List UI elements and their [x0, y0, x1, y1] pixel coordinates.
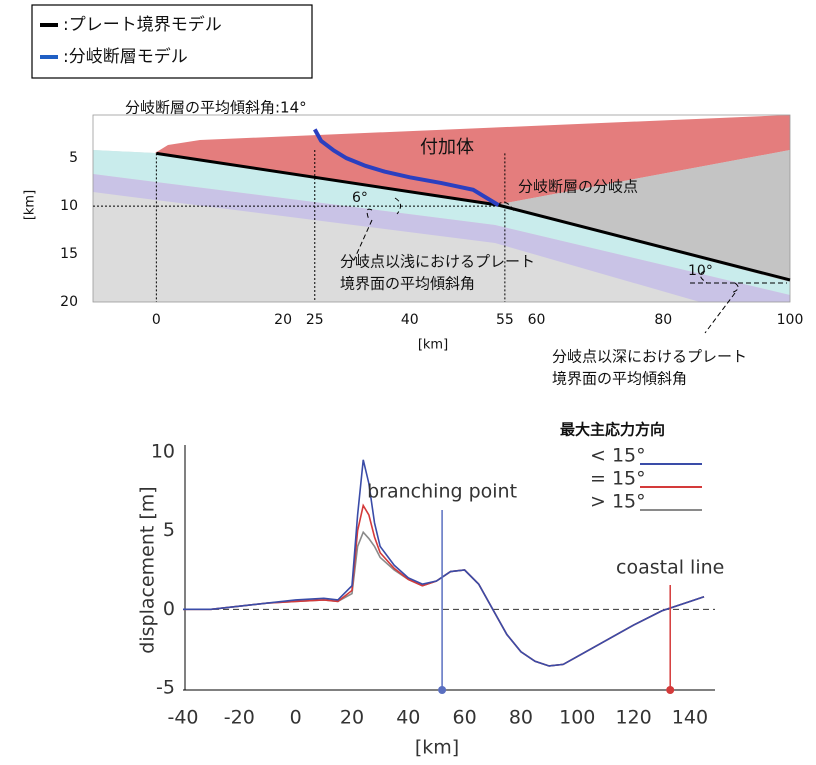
y-tick-label: 5 [69, 150, 78, 166]
x-tick-label: 100 [777, 312, 804, 328]
x-tick-label: 80 [509, 707, 533, 729]
mantle-layer [93, 174, 790, 302]
x-tick-label: 60 [453, 707, 477, 729]
x-tick-label: 100 [559, 707, 595, 729]
x-tick-label: 0 [290, 707, 302, 729]
y-axis-label: [km] [23, 190, 38, 220]
annotation-label: coastal line [616, 557, 724, 579]
y-tick-label: 10 [151, 441, 175, 463]
annotation: 6° [352, 190, 368, 206]
legend-title: 最大主応力方向 [560, 421, 665, 439]
y-tick-label: -5 [156, 677, 175, 699]
x-tick-label: 60 [528, 312, 546, 328]
annotation: 分岐断層の平均傾斜角:14° [125, 99, 307, 117]
y-tick-label: 20 [60, 294, 78, 310]
series-line [183, 530, 705, 667]
x-tick-label: 0 [152, 312, 161, 328]
annotation: 付加体 [420, 137, 474, 158]
y-tick-label: 5 [163, 519, 175, 541]
x-tick-label: 20 [340, 707, 364, 729]
x-tick-label: 140 [672, 707, 708, 729]
legend-label: :プレート境界モデル [63, 14, 222, 35]
annotation: 分岐点以深におけるプレート [552, 348, 747, 366]
backstop [495, 150, 790, 282]
model-line [313, 128, 500, 207]
y-tick-label: 15 [60, 246, 78, 262]
x-tick-label: 80 [654, 312, 672, 328]
annotation: 境界面の平均傾斜角 [340, 275, 475, 293]
y-tick-label: 10 [60, 198, 78, 214]
x-tick-label: 40 [396, 707, 420, 729]
x-tick-label: -20 [224, 707, 255, 729]
annotation: 分岐点以浅におけるプレート [340, 253, 535, 271]
x-tick-label: -40 [167, 707, 198, 729]
series-line [183, 503, 705, 667]
legend-label: > 15° [590, 491, 646, 513]
x-tick-label: 40 [401, 312, 419, 328]
annotation: 分岐断層の分岐点 [518, 178, 638, 196]
series-line [183, 459, 705, 667]
accretionary-wedge [155, 115, 790, 205]
x-axis-label: [km] [415, 737, 459, 759]
x-tick-label: 120 [615, 707, 651, 729]
y-axis-label: displacement [m] [137, 486, 159, 653]
x-tick-label: 25 [306, 312, 324, 328]
annotation-dot [438, 686, 447, 694]
legend-label: :分岐断層モデル [63, 46, 188, 67]
annotation-dot [666, 686, 675, 694]
x-axis-label: [km] [418, 338, 448, 353]
angle-leader [353, 197, 739, 334]
crust-layer [93, 150, 790, 295]
x-tick-label: 55 [496, 312, 514, 328]
annotation: 境界面の平均傾斜角 [552, 370, 687, 388]
legend-label: = 15° [590, 468, 646, 490]
annotation: 10° [688, 263, 713, 279]
legend-label: < 15° [590, 445, 646, 467]
legend-box [31, 4, 313, 79]
x-tick-label: 20 [274, 312, 292, 328]
y-tick-label: 0 [163, 598, 175, 620]
plot-frame [92, 114, 791, 303]
annotation-label: branching point [367, 481, 517, 503]
